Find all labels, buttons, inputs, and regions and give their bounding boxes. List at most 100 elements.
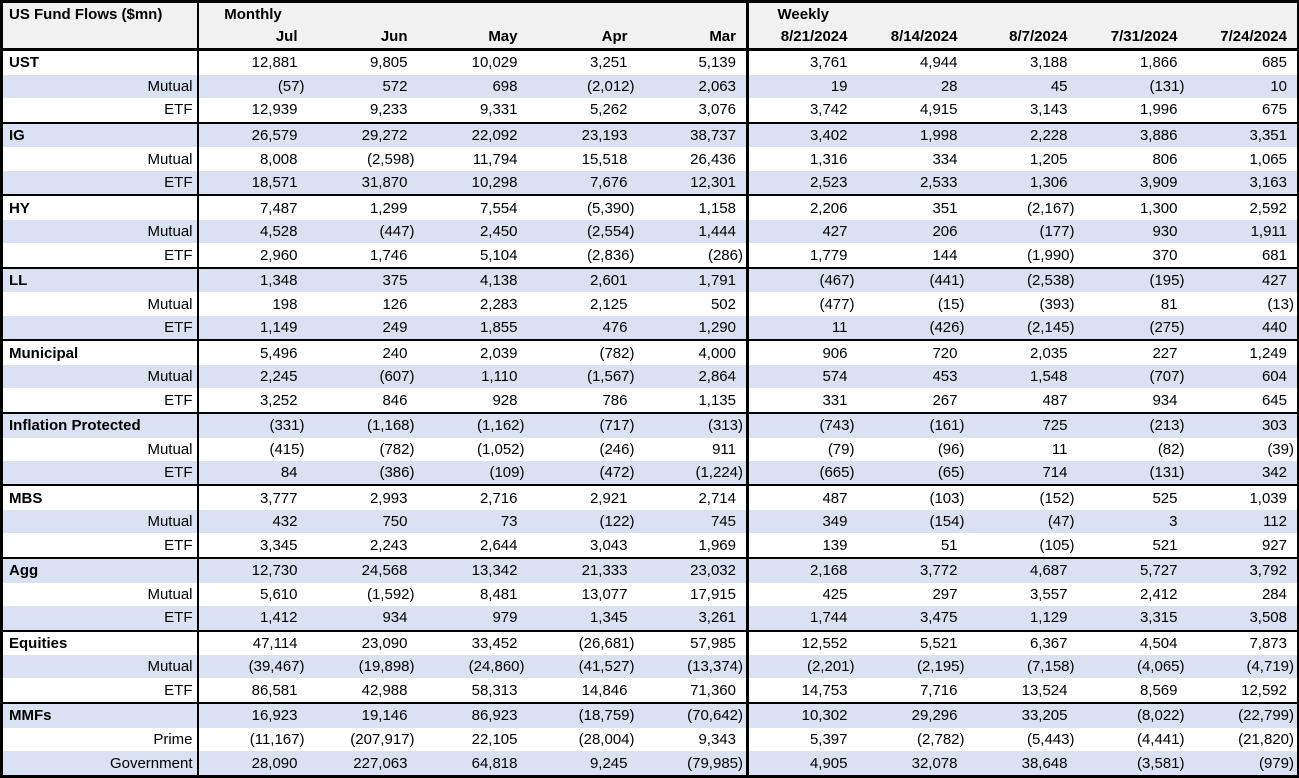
cell-monthly: 2,993 [369, 489, 408, 507]
group-row: LL 1,348 375 4,138 2,601 1,791 (467) (441) (2,53… [1, 267, 1299, 293]
cell-monthly: (57) [277, 77, 305, 95]
group-label: Equities [1, 630, 199, 656]
cell-weekly: 3,742 [809, 101, 848, 119]
cell-monthly: 4,528 [259, 223, 298, 241]
cell-monthly: 13,342 [471, 562, 518, 580]
sub-row: ETF 18,571 31,870 10,298 7,676 12,301 2,523 2,5… [1, 170, 1299, 196]
cell-monthly: 24,568 [361, 562, 408, 580]
cell-monthly: (2,012) [586, 77, 635, 95]
cell-monthly: 2,716 [479, 489, 518, 507]
sub-row: Mutual 8,008 (2,598) 11,794 15,518 26,436 1,31… [1, 147, 1299, 171]
cell-weekly: (477) [819, 295, 855, 313]
cell-monthly: 29,272 [361, 127, 408, 145]
cell-monthly: (207,917) [350, 730, 415, 748]
column-header-week-2: 8/14/2024 [890, 28, 958, 46]
cell-monthly: 198 [272, 295, 298, 313]
cell-weekly: 3,188 [1029, 54, 1068, 72]
cell-weekly: 806 [1152, 150, 1178, 168]
cell-weekly: 1,911 [1250, 223, 1287, 241]
cell-weekly: 139 [822, 536, 848, 554]
cell-monthly: 38,737 [637, 122, 749, 148]
cell-monthly: (447) [379, 223, 415, 241]
cell-weekly: 1,996 [1139, 101, 1178, 119]
cell-monthly: 3,261 [637, 605, 749, 631]
cell-weekly: 370 [1152, 246, 1178, 264]
cell-weekly: (22,799) [1238, 707, 1294, 725]
cell-weekly: 1,866 [1139, 54, 1178, 72]
cell-weekly: 11 [831, 319, 848, 337]
cell-monthly: 8,008 [259, 150, 298, 168]
sub-row: ETF 1,412 934 979 1,345 3,261 1,744 3,475 1,129 3… [1, 605, 1299, 631]
table-title: US Fund Flows ($mn) [1, 1, 199, 50]
sub-row: ETF 84 (386) (109) (472) (1,224) (665) (65) 714 (… [1, 460, 1299, 486]
group-label: MMFs [1, 703, 199, 728]
cell-weekly: (393) [1039, 295, 1075, 313]
cell-weekly: 1,744 [809, 609, 848, 627]
cell-monthly: 22,105 [471, 730, 518, 748]
cell-monthly: 64,818 [471, 754, 518, 772]
cell-monthly: 26,579 [251, 127, 298, 145]
cell-monthly: 12,301 [637, 170, 749, 196]
cell-monthly: (331) [269, 417, 305, 435]
cell-weekly: (2,195) [916, 658, 965, 676]
cell-monthly: 240 [382, 344, 408, 362]
row-label: Mutual [1, 147, 199, 171]
group-row: Equities 47,114 23,090 33,452 (26,681) 57,985… [1, 630, 1299, 656]
row-label: ETF [1, 98, 199, 123]
cell-monthly: 9,233 [369, 101, 408, 119]
cell-weekly: (213) [1149, 417, 1185, 435]
cell-weekly: 3 [1169, 513, 1178, 531]
cell-weekly: 3,909 [1139, 173, 1178, 191]
group-label: LL [1, 267, 199, 293]
row-label: Mutual [1, 437, 199, 461]
cell-monthly: 249 [382, 319, 408, 337]
row-label: Mutual [1, 582, 199, 606]
cell-monthly: 2,450 [479, 223, 518, 241]
cell-monthly: 5,104 [479, 246, 518, 264]
cell-monthly: (607) [379, 368, 415, 386]
group-row: Agg 12,730 24,568 13,342 21,333 23,032 2,168 3,… [1, 558, 1299, 583]
cell-monthly: 1,158 [637, 195, 749, 220]
cell-monthly: 2,864 [637, 365, 749, 389]
cell-monthly: (28,004) [578, 730, 635, 748]
sub-row: Mutual 432 750 73 (122) 745 349 (154) (47) 3 112 [1, 510, 1299, 534]
header-spacer [308, 2, 418, 26]
cell-monthly: 1,135 [637, 388, 749, 413]
cell-weekly: 2,228 [1029, 127, 1068, 145]
cell-weekly: (979) [1258, 754, 1294, 772]
header-spacer [1078, 2, 1188, 26]
cell-monthly: 3,252 [259, 391, 298, 409]
sub-row: ETF 12,939 9,233 9,331 5,262 3,076 3,742 4,915 3… [1, 98, 1299, 123]
group-label: Agg [1, 558, 199, 583]
cell-weekly: 12,552 [801, 634, 848, 652]
cell-weekly: (177) [1039, 223, 1075, 241]
cell-monthly: 26,436 [637, 147, 749, 171]
cell-weekly: (707) [1149, 368, 1185, 386]
cell-weekly: 45 [1050, 77, 1068, 95]
cell-monthly: 7,487 [259, 199, 298, 217]
column-header-week-3: 8/7/2024 [1009, 28, 1068, 46]
cell-monthly: 786 [602, 391, 628, 409]
cell-monthly: 2,245 [259, 368, 298, 386]
cell-weekly: 14,753 [801, 681, 848, 699]
cell-monthly: (1,168) [366, 417, 415, 435]
cell-weekly: (5,443) [1026, 730, 1075, 748]
cell-weekly: (2,201) [806, 658, 855, 676]
sub-row: Government 28,090 227,063 64,818 9,245 (79,98… [1, 751, 1299, 777]
cell-weekly: 2,523 [809, 173, 848, 191]
cell-monthly: (122) [599, 513, 635, 531]
cell-monthly: 5,139 [637, 49, 749, 75]
row-label: Government [1, 751, 199, 777]
row-label: Mutual [1, 655, 199, 679]
cell-monthly: (26,681) [578, 634, 635, 652]
cell-weekly: 334 [932, 150, 958, 168]
cell-weekly: 521 [1152, 536, 1178, 554]
cell-weekly: 331 [822, 391, 848, 409]
cell-weekly: (4,719) [1246, 658, 1294, 676]
row-label: ETF [1, 243, 199, 268]
header-spacer [528, 2, 638, 26]
cell-weekly: (2,167) [1026, 199, 1075, 217]
row-label: ETF [1, 678, 199, 704]
cell-weekly: 725 [1042, 417, 1068, 435]
cell-monthly: (1,224) [637, 460, 749, 486]
